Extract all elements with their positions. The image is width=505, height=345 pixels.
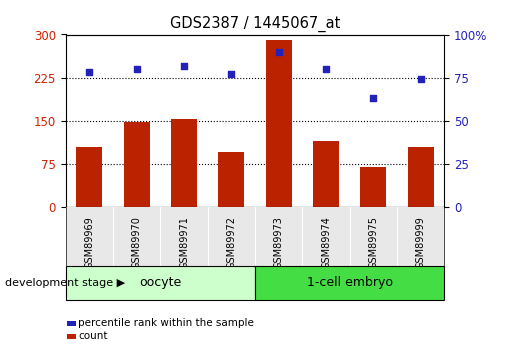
Bar [266, 40, 292, 207]
Text: percentile rank within the sample: percentile rank within the sample [78, 318, 254, 328]
Title: GDS2387 / 1445067_at: GDS2387 / 1445067_at [170, 16, 340, 32]
Text: GSM89973: GSM89973 [274, 216, 284, 269]
Text: oocyte: oocyte [139, 276, 181, 289]
Point [227, 71, 235, 77]
Point [275, 49, 283, 55]
Bar [76, 147, 103, 207]
Bar [171, 119, 197, 207]
Bar [408, 147, 434, 207]
Text: GSM89970: GSM89970 [132, 216, 142, 269]
Text: GSM89972: GSM89972 [226, 216, 236, 269]
Point [417, 77, 425, 82]
Bar [313, 141, 339, 207]
Point [180, 63, 188, 68]
Text: GSM89999: GSM89999 [416, 216, 426, 268]
Point [369, 96, 377, 101]
Text: GSM89974: GSM89974 [321, 216, 331, 269]
Point [322, 66, 330, 72]
Bar [361, 167, 386, 207]
Point [85, 70, 93, 75]
Text: GSM89969: GSM89969 [84, 216, 94, 268]
Bar [218, 152, 244, 207]
Text: GSM89975: GSM89975 [368, 216, 378, 269]
Text: development stage ▶: development stage ▶ [5, 278, 125, 288]
Text: count: count [78, 332, 108, 341]
Text: 1-cell embryo: 1-cell embryo [307, 276, 393, 289]
Bar [66, 266, 255, 300]
Bar [255, 266, 444, 300]
Point [133, 66, 141, 72]
Bar [124, 122, 149, 207]
Text: GSM89971: GSM89971 [179, 216, 189, 269]
